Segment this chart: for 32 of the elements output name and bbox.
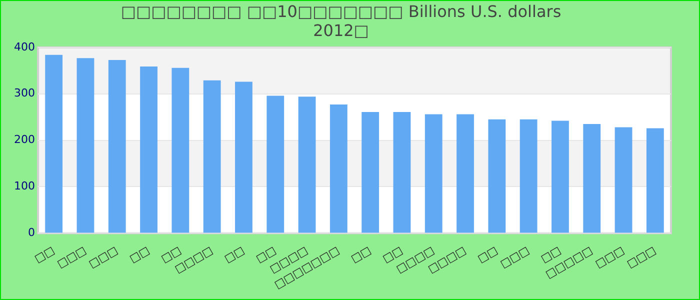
bar — [614, 127, 632, 233]
x-tick-label: □□ — [348, 244, 374, 266]
bar — [140, 66, 158, 233]
bar — [646, 128, 664, 233]
bar — [583, 124, 601, 233]
y-tick-label: 400 — [14, 40, 35, 54]
bar — [488, 119, 506, 233]
bar — [330, 104, 348, 233]
bar — [520, 119, 538, 233]
bar — [203, 80, 221, 233]
bar — [393, 112, 411, 233]
bar — [235, 82, 252, 233]
bar — [552, 120, 569, 233]
x-tick-label: □□ — [127, 244, 152, 266]
bar — [45, 54, 63, 233]
bar — [298, 96, 316, 233]
x-tick-label: □□ — [475, 244, 500, 266]
y-tick-label: 100 — [14, 180, 35, 193]
bar — [76, 58, 94, 233]
bar — [266, 96, 284, 233]
bar — [456, 114, 474, 233]
chart-subtitle: 2012□ — [313, 20, 369, 40]
bar — [172, 68, 190, 233]
y-tick-label: 0 — [28, 226, 35, 240]
chart-title: □□□□□□□□ □□10□□□□□□□ Billions U.S. dollars — [120, 2, 562, 21]
x-tick-label: □□ — [32, 244, 57, 266]
bar — [424, 114, 442, 233]
y-tick-label: 200 — [14, 133, 35, 146]
x-tick-label: □□ — [222, 244, 247, 266]
y-tick-label: 300 — [14, 86, 35, 100]
bar — [362, 112, 380, 233]
bar — [108, 60, 126, 233]
